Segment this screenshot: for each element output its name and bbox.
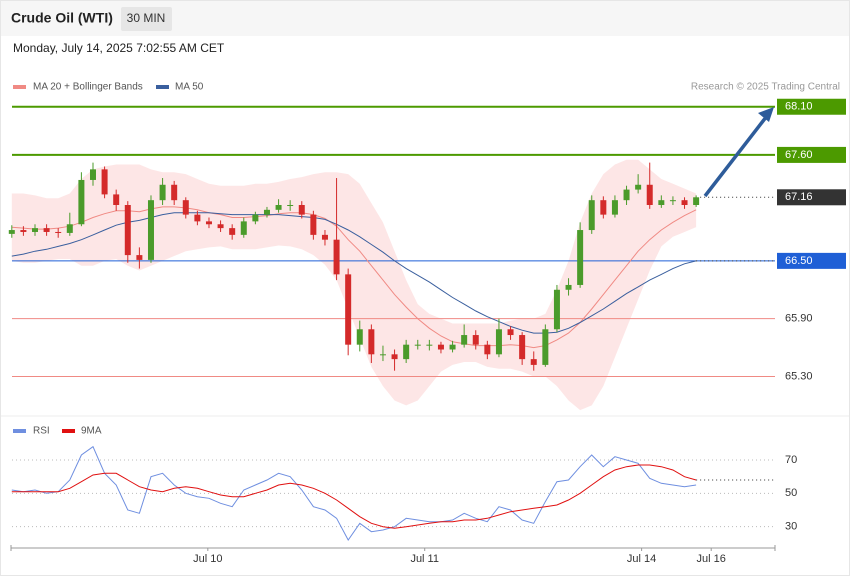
rsi-tick-label: 50 bbox=[785, 487, 797, 499]
rsi-legend-swatch bbox=[62, 429, 75, 433]
candle-body bbox=[43, 228, 50, 232]
rsi-tick-label: 70 bbox=[785, 454, 797, 466]
level-label: 67.16 bbox=[785, 191, 813, 203]
candle-body bbox=[159, 184, 166, 201]
candle-body bbox=[89, 169, 96, 180]
candle-body bbox=[495, 329, 502, 355]
candle-body bbox=[229, 228, 236, 235]
legend-label: MA 20 + Bollinger Bands bbox=[33, 82, 143, 93]
candle-body bbox=[147, 200, 154, 260]
candle-body bbox=[182, 200, 189, 215]
level-label: 68.10 bbox=[785, 101, 813, 113]
title: Crude Oil (WTI) bbox=[11, 10, 113, 26]
candle-body bbox=[124, 205, 131, 256]
candle-body bbox=[635, 184, 642, 190]
candle-body bbox=[542, 329, 549, 365]
candle-body bbox=[20, 230, 27, 232]
candle-body bbox=[449, 344, 456, 350]
candle-body bbox=[217, 224, 224, 229]
candle-body bbox=[171, 184, 178, 201]
candle-body bbox=[507, 329, 514, 336]
candle-body bbox=[275, 205, 282, 210]
candle-body bbox=[646, 184, 653, 205]
candle-body bbox=[426, 344, 433, 346]
candle-body bbox=[310, 214, 317, 235]
rsi-legend-label: 9MA bbox=[81, 426, 102, 437]
candle-body bbox=[31, 228, 38, 232]
candle-body bbox=[113, 194, 120, 205]
rsi-tick-label: 30 bbox=[785, 521, 797, 533]
timestamp: Monday, July 14, 2025 7:02:55 AM CET bbox=[13, 41, 225, 55]
projection-arrow bbox=[703, 110, 772, 198]
candle-body bbox=[623, 189, 630, 201]
candle-body bbox=[611, 200, 618, 215]
level-label: 65.90 bbox=[785, 313, 813, 325]
projection-arrow-head bbox=[758, 107, 774, 122]
candle-body bbox=[461, 335, 468, 345]
interval: 30 MIN bbox=[127, 11, 166, 25]
candle-body bbox=[472, 335, 479, 345]
credit: Research © 2025 Trading Central bbox=[691, 82, 840, 93]
level-label-box bbox=[777, 98, 846, 115]
candle-body bbox=[600, 200, 607, 215]
level-label: 66.50 bbox=[785, 255, 813, 267]
candle-body bbox=[379, 354, 386, 356]
candle-body bbox=[484, 344, 491, 355]
candle-body bbox=[391, 354, 398, 360]
candle-body bbox=[588, 200, 595, 231]
legend-swatch bbox=[156, 85, 169, 89]
candle-body bbox=[8, 230, 15, 234]
x-tick-label: Jul 16 bbox=[697, 553, 726, 565]
candle-body bbox=[321, 234, 328, 240]
candle-body bbox=[136, 255, 143, 260]
candle-body bbox=[403, 344, 410, 360]
candle-body bbox=[693, 197, 700, 205]
level-label: 67.60 bbox=[785, 149, 813, 161]
candle-body bbox=[205, 221, 212, 225]
candle-body bbox=[298, 205, 305, 215]
candle-body bbox=[530, 359, 537, 365]
candle-body bbox=[368, 329, 375, 355]
candle-body bbox=[252, 214, 259, 222]
interval-badge bbox=[121, 7, 172, 31]
rsi-legend-label: RSI bbox=[33, 426, 50, 437]
level-label-box bbox=[777, 189, 846, 206]
rsi-legend-swatch bbox=[13, 429, 26, 433]
candle-body bbox=[345, 274, 352, 345]
candle-body bbox=[194, 214, 201, 222]
candle-body bbox=[681, 200, 688, 205]
legend-swatch bbox=[13, 85, 26, 89]
candle-body bbox=[356, 329, 363, 345]
candle-body bbox=[66, 224, 73, 233]
candle-body bbox=[101, 169, 108, 195]
candle-body bbox=[437, 344, 444, 350]
level-label-box bbox=[777, 146, 846, 163]
x-tick-label: Jul 10 bbox=[193, 553, 222, 565]
rsi-line bbox=[11, 464, 697, 529]
level-label: 65.30 bbox=[785, 370, 813, 382]
candle-body bbox=[658, 200, 665, 205]
candle-body bbox=[240, 221, 247, 235]
candle-body bbox=[263, 209, 270, 215]
candle-body bbox=[565, 284, 572, 290]
candle-body bbox=[553, 289, 560, 330]
rsi-line bbox=[11, 445, 697, 541]
candle-body bbox=[55, 231, 62, 233]
candle-body bbox=[287, 205, 294, 206]
candle-body bbox=[333, 239, 340, 275]
candle-body bbox=[78, 179, 85, 225]
candle-body bbox=[577, 230, 584, 285]
x-tick-label: Jul 14 bbox=[627, 553, 656, 565]
level-label-box bbox=[777, 252, 846, 269]
legend-label: MA 50 bbox=[175, 82, 204, 93]
x-tick-label: Jul 11 bbox=[410, 553, 439, 565]
candle-body bbox=[414, 344, 421, 346]
candle-body bbox=[519, 335, 526, 360]
candle-body bbox=[669, 200, 676, 202]
